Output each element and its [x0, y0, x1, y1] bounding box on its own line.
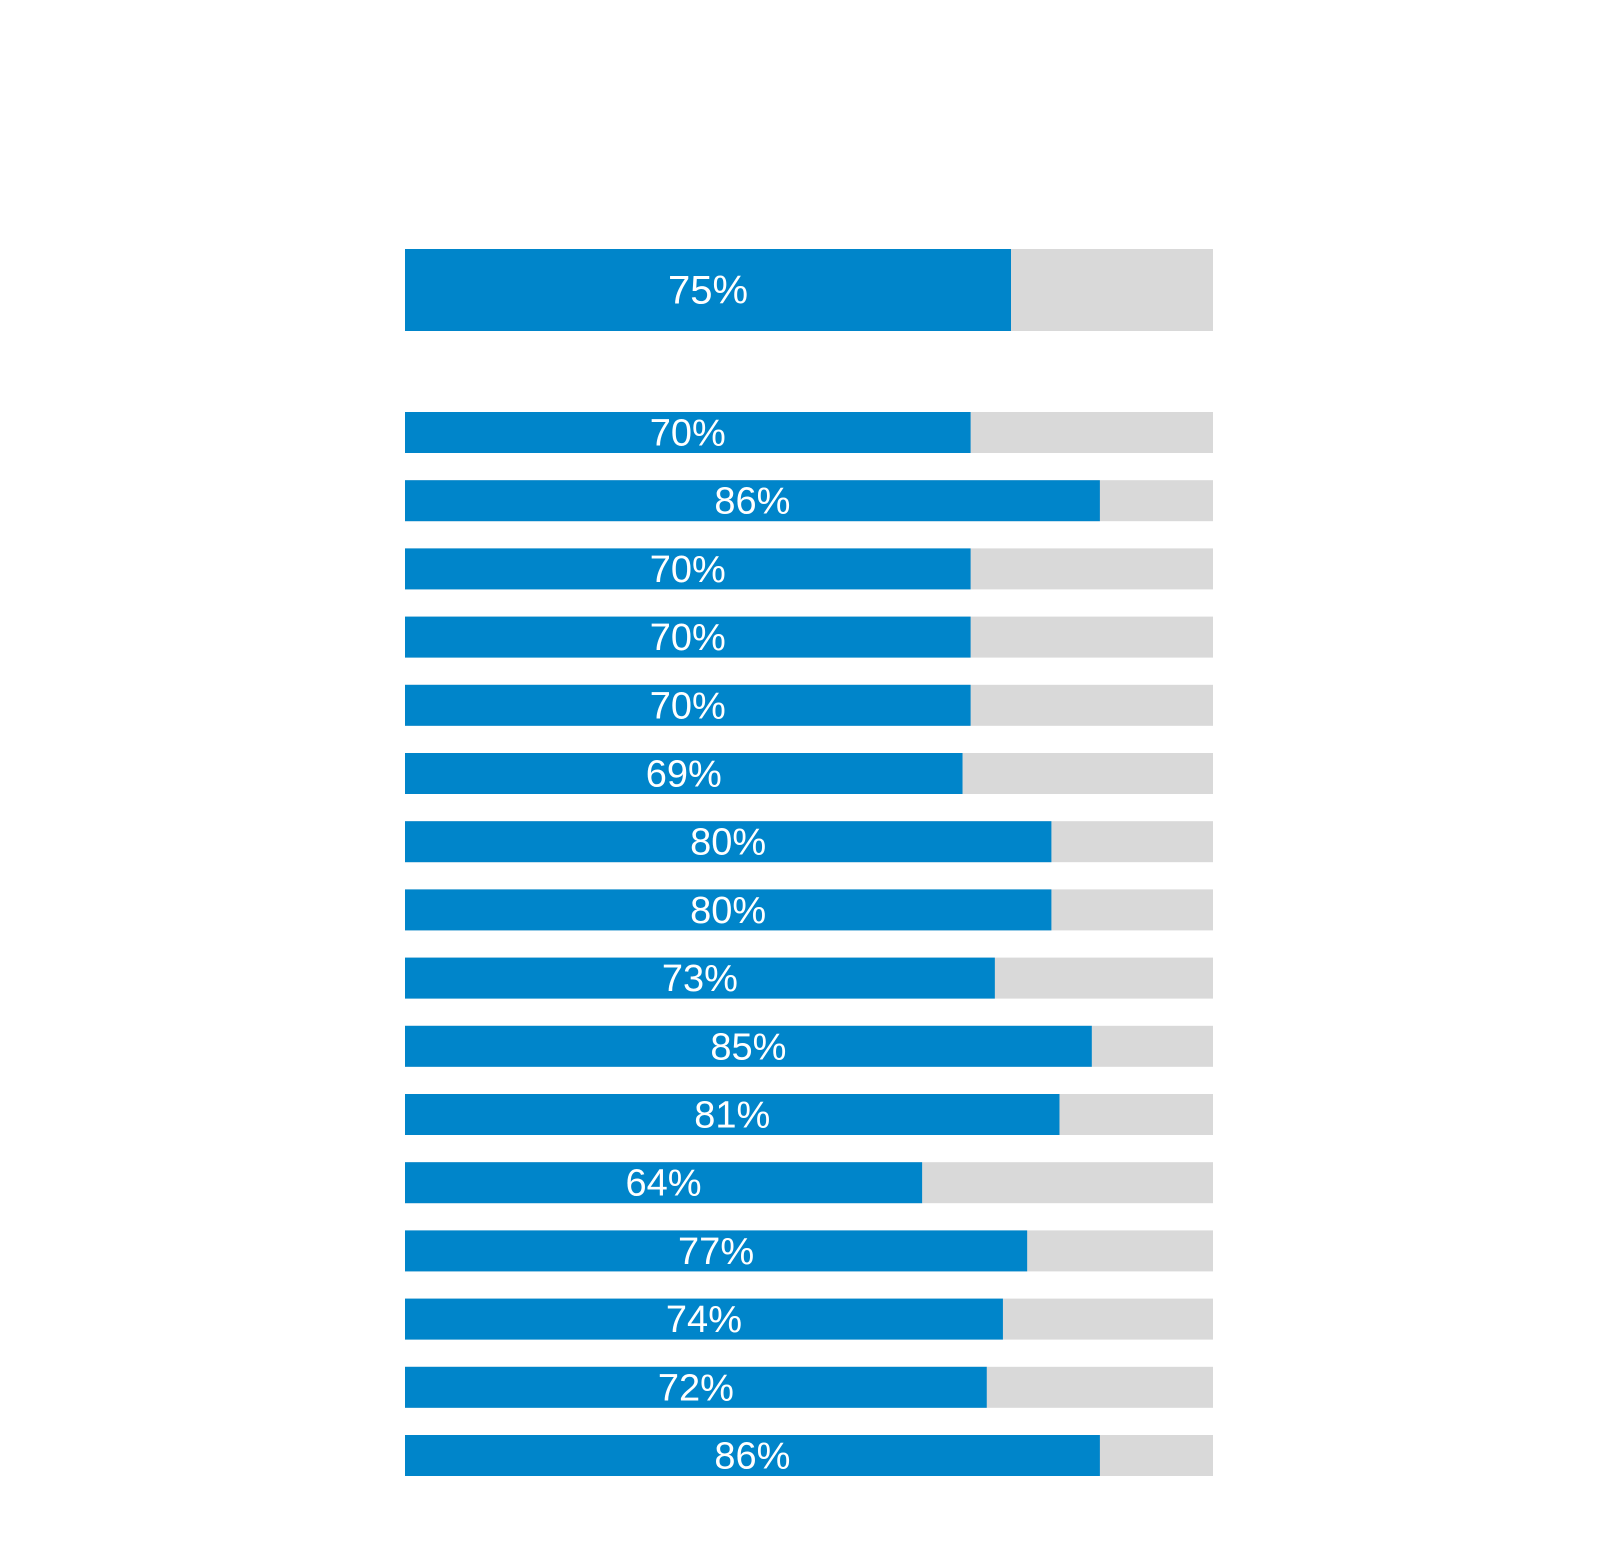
bar-value-label: 80% — [690, 822, 766, 864]
bar-row: 73% — [405, 957, 1213, 1000]
bar-row: 64% — [405, 1162, 1213, 1205]
bar-value-label: 74% — [666, 1299, 742, 1341]
bar-value-label: 70% — [650, 685, 726, 727]
bar-value-label: 86% — [714, 481, 790, 523]
bar-row: 80% — [405, 821, 1213, 864]
bar-fill — [405, 1298, 1003, 1340]
overall-bar-fill — [405, 249, 1011, 331]
bar-fill — [405, 1162, 923, 1204]
overall-bar-value-label: 75% — [668, 269, 748, 313]
bar-fill — [405, 1366, 987, 1408]
bar-row: 77% — [405, 1230, 1213, 1273]
bar-value-label: 70% — [650, 549, 726, 591]
bar-row: 85% — [405, 1025, 1213, 1068]
bar-row: 72% — [405, 1366, 1213, 1409]
overall-bar-group: 75% — [405, 249, 1213, 331]
bar-row: 81% — [405, 1094, 1213, 1137]
bar-fill — [405, 1025, 1092, 1067]
bar-row: 74% — [405, 1298, 1213, 1341]
bar-row: 69% — [405, 753, 1213, 796]
bar-fill — [405, 1230, 1028, 1272]
bar-value-label: 73% — [662, 958, 738, 1000]
bar-row: 70% — [405, 616, 1213, 659]
bar-value-label: 70% — [650, 617, 726, 659]
bar-value-label: 70% — [650, 413, 726, 455]
bar-value-label: 81% — [694, 1095, 770, 1137]
bar-fill — [405, 480, 1100, 522]
bar-row: 80% — [405, 889, 1213, 932]
bar-value-label: 72% — [658, 1367, 734, 1409]
bar-fill — [405, 957, 995, 999]
bar-value-label: 69% — [646, 754, 722, 796]
bar-row: 70% — [405, 412, 1213, 455]
bar-fill — [405, 889, 1052, 931]
bar-fill — [405, 548, 971, 590]
bar-row: 70% — [405, 684, 1213, 727]
bar-fill — [405, 821, 1052, 863]
bar-fill — [405, 753, 963, 794]
bar-value-label: 64% — [626, 1163, 702, 1205]
bar-row: 86% — [405, 480, 1213, 523]
bar-fill — [405, 412, 971, 453]
row-bars-group: 70% 86% 70% 70% 70% 69% 80% 80% 73% 85% 81% 64% 77% 7… — [405, 412, 1213, 1478]
bar-value-label: 86% — [714, 1436, 790, 1478]
bar-fill — [405, 1094, 1060, 1135]
bar-value-label: 85% — [710, 1026, 786, 1068]
bar-fill — [405, 616, 971, 658]
bar-value-label: 80% — [690, 890, 766, 932]
bar-value-label: 77% — [678, 1231, 754, 1273]
bar-fill — [405, 684, 971, 726]
bar-row: 86% — [405, 1435, 1213, 1478]
bar-row: 70% — [405, 548, 1213, 591]
bar-fill — [405, 1435, 1100, 1476]
